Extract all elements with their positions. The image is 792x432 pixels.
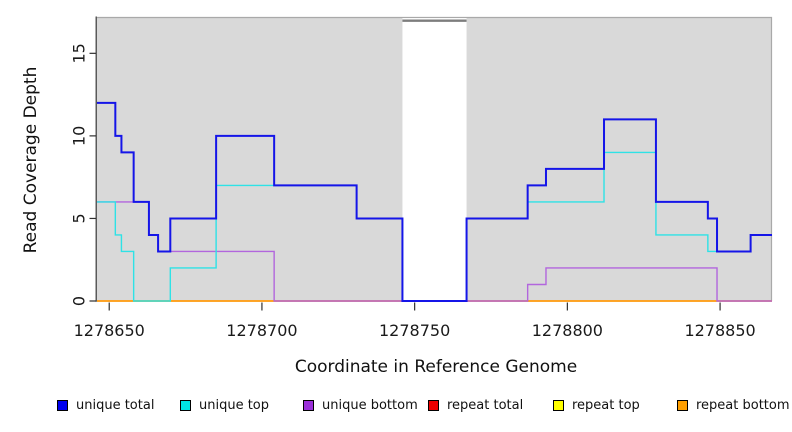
y-tick-label: 15 [70, 43, 89, 63]
legend-swatch-repeat-top [553, 399, 564, 411]
legend-item-unique-bottom: unique bottom [303, 395, 418, 415]
legend-label: unique top [199, 397, 270, 413]
x-tick-label: 1278750 [379, 321, 450, 340]
legend-swatch-unique-bottom [303, 399, 314, 411]
legend-label: repeat total [447, 397, 524, 413]
legend-label: repeat bottom [696, 397, 790, 413]
series-line-unique-total [97, 101, 772, 302]
legend-item-repeat-bottom: repeat bottom [677, 395, 790, 415]
x-axis-title: Coordinate in Reference Genome [294, 357, 578, 377]
legend-swatch-repeat-bottom [677, 399, 688, 411]
plot-border [97, 16, 773, 301]
legend-swatch-unique-total [57, 399, 68, 411]
y-tick-label: 10 [70, 126, 89, 146]
legend-swatch-repeat-total [428, 399, 439, 411]
y-tick-label: 0 [70, 296, 89, 306]
x-tick-label: 1278850 [684, 321, 755, 340]
legend-swatch-unique-top [180, 399, 191, 411]
y-axis-title: Read Coverage Depth [21, 66, 41, 254]
x-tick-label: 1278650 [74, 321, 145, 340]
masked-region [402, 18, 467, 301]
legend-item-unique-top: unique top [180, 395, 269, 415]
legend-label: unique bottom [322, 397, 418, 413]
legend-item-repeat-total: repeat total [428, 395, 523, 415]
x-tick-label: 1278800 [532, 321, 603, 340]
x-tick-label: 1278700 [226, 321, 297, 340]
legend-item-unique-total: unique total [57, 395, 154, 415]
legend-label: repeat top [572, 397, 640, 413]
y-tick-label: 5 [70, 213, 89, 223]
legend-label: unique total [76, 397, 155, 413]
legend: unique total unique top unique bottom repea… [0, 395, 792, 419]
legend-item-repeat-top: repeat top [553, 395, 640, 415]
